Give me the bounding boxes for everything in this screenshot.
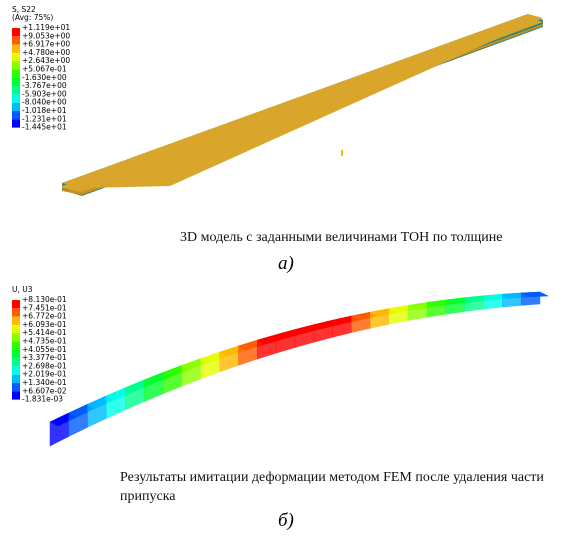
beam-segment-side <box>144 372 163 401</box>
legend-swatch <box>12 36 20 44</box>
beam-segment-side <box>370 309 389 329</box>
caption: 3D модель с заданными величинами ТОН по … <box>180 228 580 247</box>
legend-title: U, U3 <box>12 285 33 294</box>
beam-segment-side <box>88 396 107 427</box>
legend-swatch <box>12 103 20 111</box>
beam-segment-side <box>163 365 182 393</box>
legend-swatch <box>12 358 20 366</box>
beam-segment-side <box>295 325 314 348</box>
beam-segment-side <box>333 316 352 337</box>
beam-segment-side <box>69 404 88 436</box>
beam-segment-side <box>50 413 69 446</box>
beam-segment-side <box>389 305 408 324</box>
beam-top <box>62 14 543 188</box>
legend-swatch <box>12 317 20 325</box>
panel-label: б) <box>278 510 294 532</box>
legend-swatch <box>12 342 20 350</box>
legend-subtitle: (Avg: 75%) <box>12 13 53 22</box>
legend-label: -1.445e+01 <box>22 123 67 132</box>
beam-segment-side <box>521 292 540 305</box>
beam-segment-side <box>465 296 484 312</box>
marker <box>341 150 343 156</box>
beam-segment-side <box>276 330 295 354</box>
legend-swatch <box>12 53 20 61</box>
beam-segment-side <box>257 335 276 359</box>
beam-segment-side <box>502 293 521 307</box>
legend-swatch <box>12 70 20 78</box>
legend-swatch <box>12 111 20 119</box>
legend-swatch <box>12 375 20 383</box>
beam-segment-side <box>238 340 257 365</box>
panel-label: а) <box>278 253 294 275</box>
legend-swatch <box>12 94 20 102</box>
legend-swatch <box>12 350 20 358</box>
legend-swatch <box>12 119 20 127</box>
beam-segment-side <box>201 352 220 379</box>
legend-swatch <box>12 28 20 36</box>
beam-segment-side <box>446 298 465 315</box>
beam-segment-side <box>408 302 427 320</box>
legend-swatch <box>12 300 20 308</box>
beam-deformed <box>50 292 548 446</box>
legend-swatch <box>12 366 20 374</box>
beam-segment-side <box>352 312 371 332</box>
caption: Результаты имитации деформации методом F… <box>120 468 580 506</box>
beam-segment-side <box>427 300 446 317</box>
beam-segment-side <box>125 380 144 410</box>
legend-label: -1.831e-03 <box>22 395 63 404</box>
legend-swatch <box>12 45 20 53</box>
legend-swatch <box>12 308 20 316</box>
legend-swatch <box>12 391 20 399</box>
legend-swatch <box>12 61 20 69</box>
legend-swatch <box>12 383 20 391</box>
legend-swatch <box>12 333 20 341</box>
beam-segment-side <box>107 388 126 419</box>
legend-swatch <box>12 86 20 94</box>
figure: S, S22(Avg: 75%)+1.119e+01+9.053e+00+6.9… <box>0 0 582 537</box>
legend-swatch <box>12 325 20 333</box>
legend-swatch <box>12 78 20 86</box>
beam-segment-side <box>314 320 333 342</box>
beam-segment-side <box>220 346 239 372</box>
beam-segment-side <box>483 294 502 309</box>
beam-segment-side <box>182 359 201 387</box>
